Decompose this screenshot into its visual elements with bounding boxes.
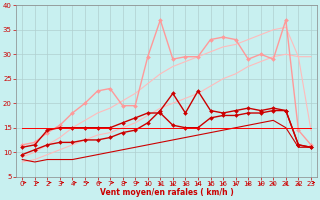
X-axis label: Vent moyen/en rafales ( km/h ): Vent moyen/en rafales ( km/h ) (100, 188, 234, 197)
